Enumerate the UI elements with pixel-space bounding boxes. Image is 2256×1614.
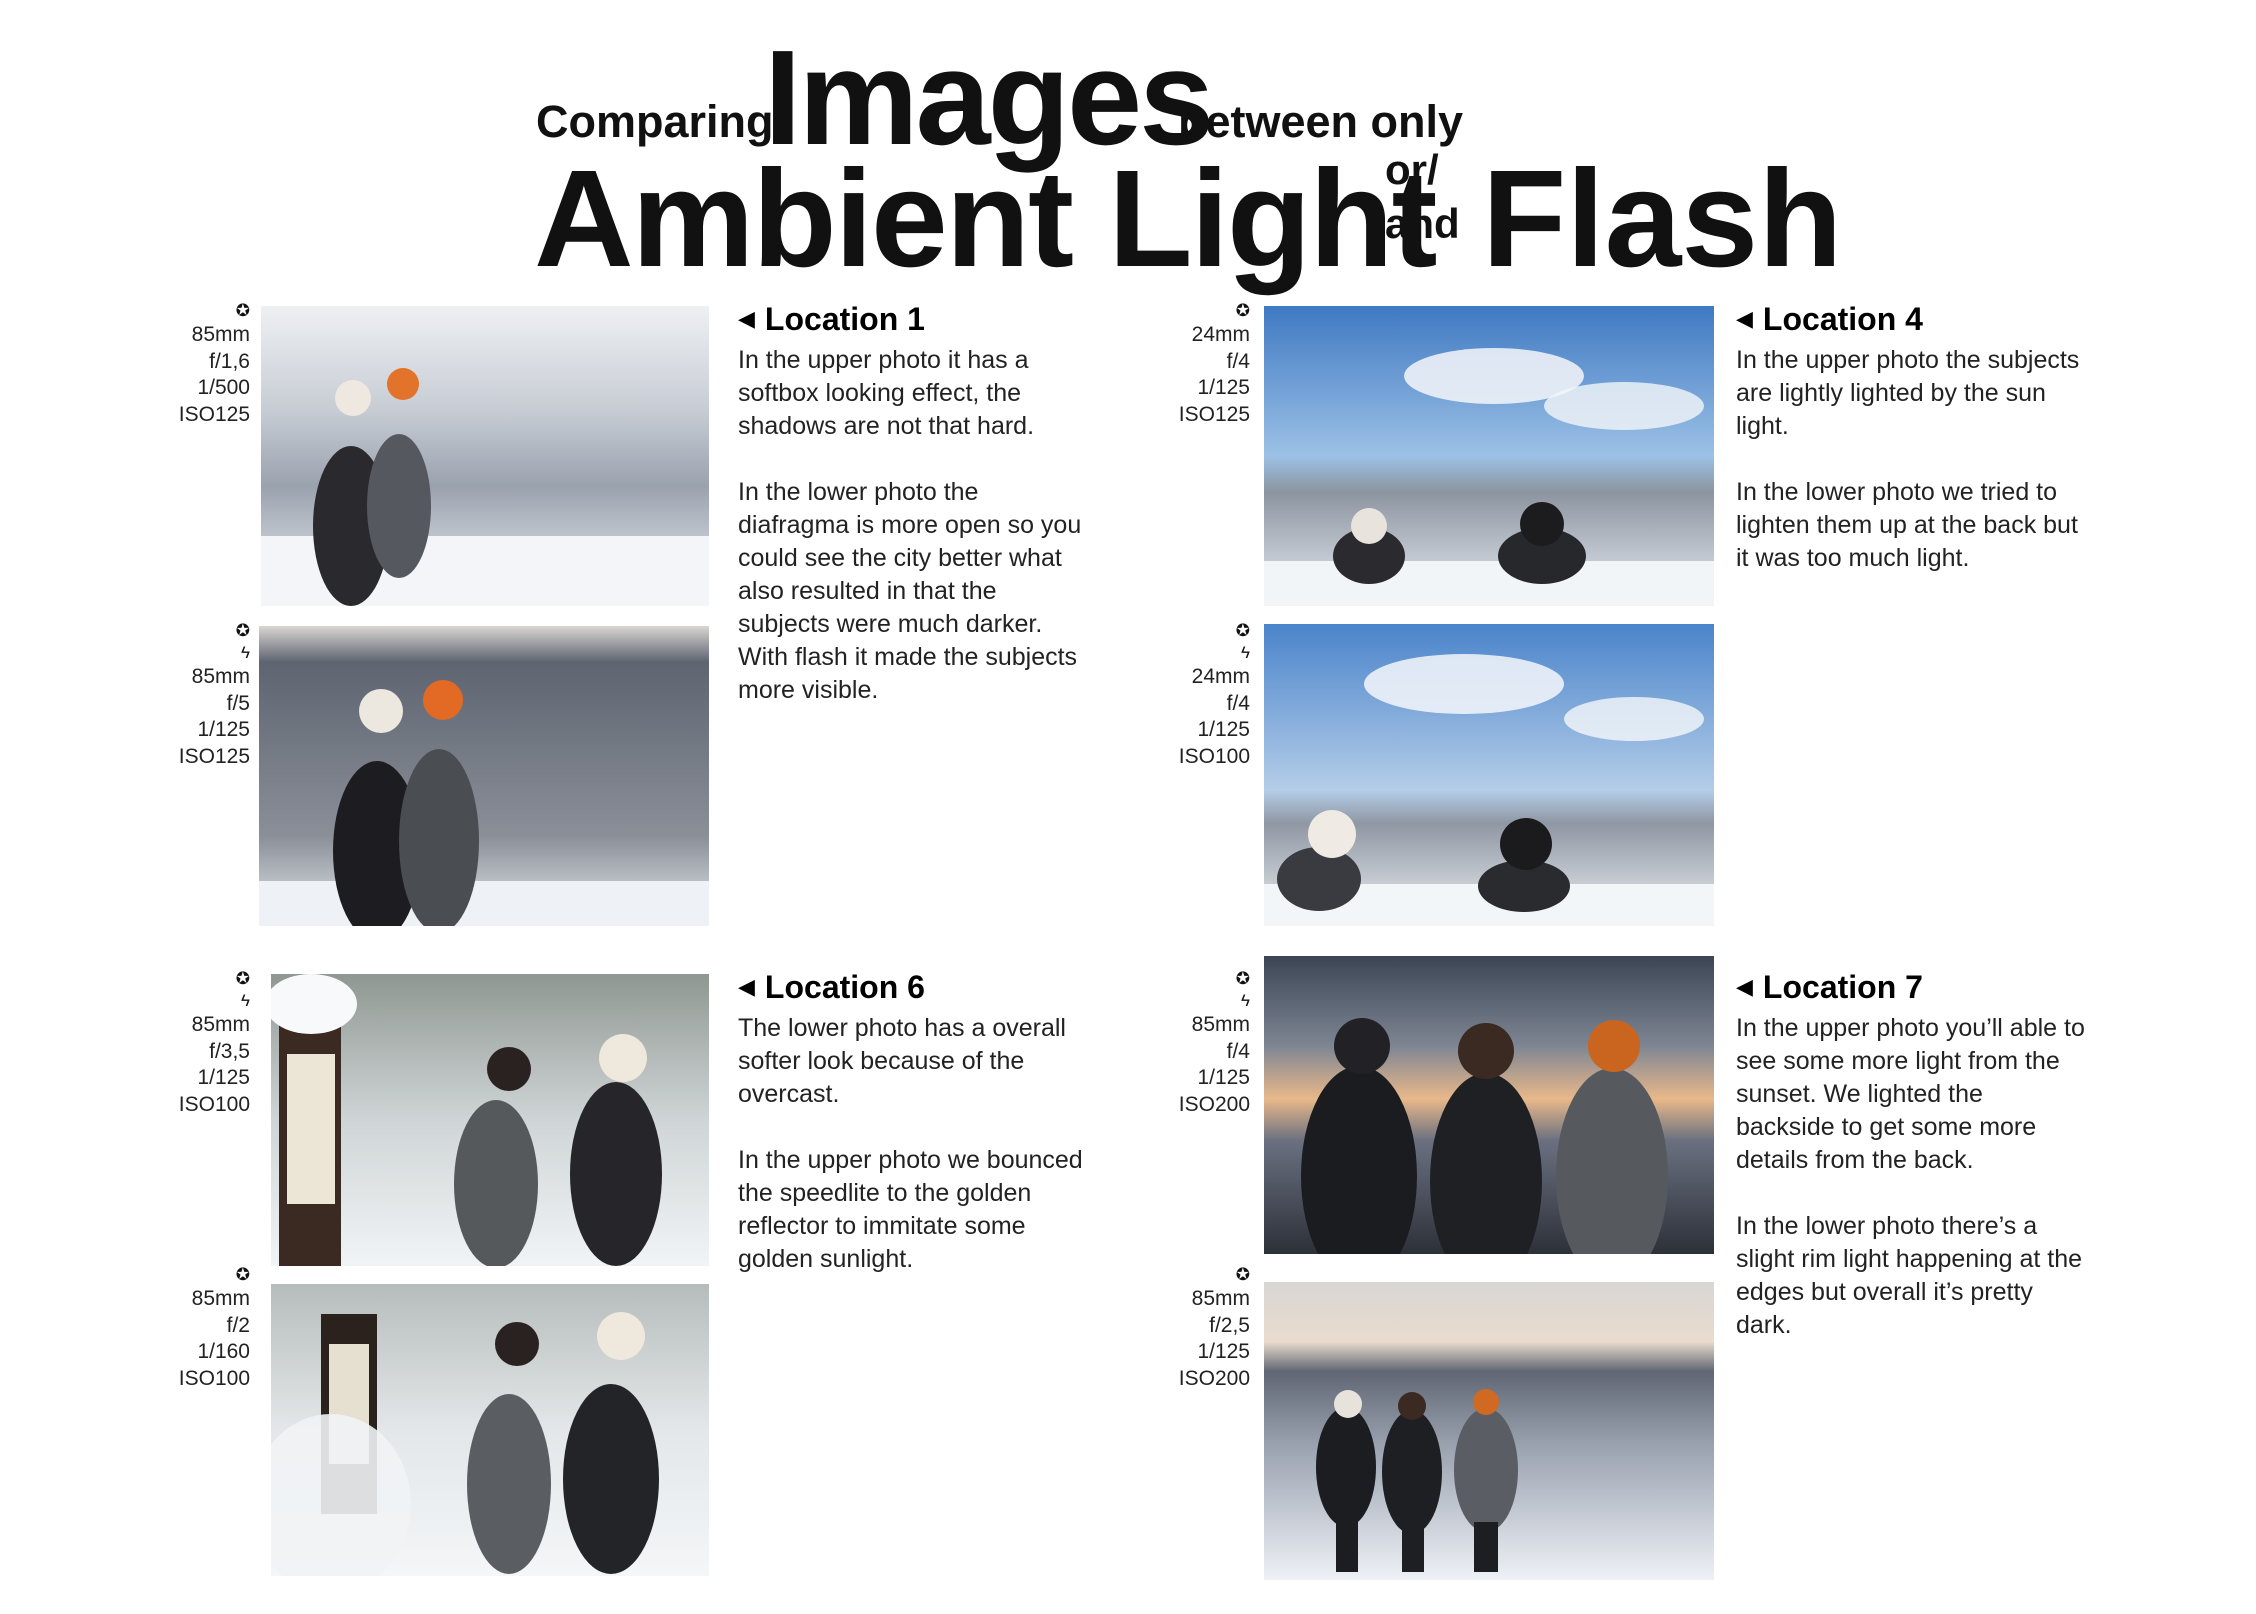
title-flash: Flash — [1482, 142, 1843, 296]
aperture-icon: ✪ — [1235, 969, 1250, 988]
camera-settings-lower: ✪ ϟ 24mm f/4 1/125 ISO100 — [1168, 620, 1250, 770]
shutter-speed: 1/500 — [197, 376, 250, 399]
focal-length: 85mm — [1191, 1287, 1250, 1310]
location-label: Location 1 — [764, 301, 925, 337]
photo-location-1-upper — [261, 306, 709, 606]
triangle-left-icon: ◀ — [738, 306, 755, 331]
title-ambient-light: Ambient Light — [534, 142, 1438, 296]
focal-length: 24mm — [1191, 323, 1250, 346]
description-paragraph: In the lower photo the diafragma is more… — [738, 478, 1082, 704]
shutter-speed: 1/125 — [197, 1066, 250, 1089]
focal-length: 85mm — [191, 323, 250, 346]
iso-value: ISO125 — [1178, 402, 1250, 426]
photo-location-6-lower — [271, 1284, 709, 1576]
title-and: and — [1385, 200, 1460, 247]
camera-settings-upper: ✪ 85mm f/1,6 1/500 ISO125 — [168, 300, 250, 428]
aperture-icon: ✪ — [1235, 621, 1250, 640]
flash-icon: ϟ — [1241, 643, 1250, 662]
location-heading: ◀ Location 6 — [738, 968, 1088, 1010]
iso-value: ISO100 — [178, 1092, 250, 1116]
triangle-left-icon: ◀ — [1736, 306, 1753, 331]
aperture-value: f/3,5 — [209, 1039, 250, 1063]
photo-location-4-upper — [1264, 306, 1714, 606]
photo-location-7-lower — [1264, 1282, 1714, 1580]
description-paragraph: In the lower photo there’s a slight rim … — [1736, 1212, 2083, 1339]
camera-settings-upper: ✪ 24mm f/4 1/125 ISO125 — [1168, 300, 1250, 428]
camera-settings-upper: ✪ ϟ 85mm f/4 1/125 ISO200 — [1168, 968, 1250, 1118]
description-paragraph: In the lower photo we tried to lighten t… — [1736, 478, 2078, 572]
focal-length: 85mm — [191, 1013, 250, 1036]
iso-value: ISO100 — [178, 1366, 250, 1390]
location-heading: ◀ Location 4 — [1736, 300, 2086, 342]
flash-icon: ϟ — [241, 643, 250, 662]
aperture-icon: ✪ — [235, 1265, 250, 1284]
aperture-value: f/5 — [226, 691, 250, 715]
description-paragraph: The lower photo has a overall softer loo… — [738, 1014, 1066, 1108]
triangle-left-icon: ◀ — [1736, 974, 1753, 999]
aperture-value: f/4 — [1226, 691, 1250, 715]
iso-value: ISO200 — [1178, 1366, 1250, 1390]
title-between-only: between only — [1178, 96, 1464, 147]
shutter-speed: 1/125 — [1197, 376, 1250, 399]
location-7-description: ◀ Location 7 In the upper photo you’ll ab… — [1736, 968, 2086, 1375]
description-paragraph: In the upper photo the subjects are ligh… — [1736, 346, 2080, 440]
camera-settings-lower: ✪ 85mm f/2 1/160 ISO100 — [168, 1264, 250, 1392]
location-label: Location 4 — [1762, 301, 1923, 337]
shutter-speed: 1/125 — [1197, 1340, 1250, 1363]
aperture-value: f/1,6 — [209, 349, 250, 373]
iso-value: ISO125 — [178, 402, 250, 426]
title-images: Images — [764, 22, 1214, 173]
photo-location-1-lower — [259, 626, 709, 926]
photo-location-7-upper — [1264, 956, 1714, 1254]
focal-length: 24mm — [1191, 665, 1250, 688]
location-heading: ◀ Location 1 — [738, 300, 1088, 342]
focal-length: 85mm — [191, 665, 250, 688]
description-paragraph: In the upper photo we bounced the speedl… — [738, 1146, 1083, 1273]
shutter-speed: 1/160 — [197, 1340, 250, 1363]
aperture-icon: ✪ — [1235, 1265, 1250, 1284]
description-paragraph: In the upper photo it has a softbox look… — [738, 346, 1035, 440]
aperture-value: f/4 — [1226, 349, 1250, 373]
aperture-icon: ✪ — [1235, 301, 1250, 320]
shutter-speed: 1/125 — [1197, 1066, 1250, 1089]
triangle-left-icon: ◀ — [738, 974, 755, 999]
location-label: Location 6 — [764, 969, 925, 1005]
page-title: Comparing Images between only Ambient Li… — [0, 0, 2256, 296]
description-paragraph: In the upper photo you’ll able to see so… — [1736, 1014, 2085, 1174]
iso-value: ISO100 — [1178, 744, 1250, 768]
shutter-speed: 1/125 — [197, 718, 250, 741]
shutter-speed: 1/125 — [1197, 718, 1250, 741]
location-label: Location 7 — [1762, 969, 1923, 1005]
camera-settings-lower: ✪ ϟ 85mm f/5 1/125 ISO125 — [168, 620, 250, 770]
iso-value: ISO125 — [178, 744, 250, 768]
camera-settings-lower: ✪ 85mm f/2,5 1/125 ISO200 — [1168, 1264, 1250, 1392]
location-6-description: ◀ Location 6 The lower photo has a overal… — [738, 968, 1088, 1309]
location-heading: ◀ Location 7 — [1736, 968, 2086, 1010]
focal-length: 85mm — [191, 1287, 250, 1310]
photo-location-4-lower — [1264, 624, 1714, 926]
flash-icon: ϟ — [241, 991, 250, 1010]
location-1-description: ◀ Location 1 In the upper photo it has a … — [738, 300, 1088, 740]
title-comparing: Comparing — [536, 96, 774, 147]
aperture-value: f/2 — [226, 1313, 250, 1337]
title-or: or/ — [1385, 146, 1439, 193]
photo-location-6-upper — [271, 974, 709, 1266]
aperture-icon: ✪ — [235, 621, 250, 640]
aperture-icon: ✪ — [235, 969, 250, 988]
camera-settings-upper: ✪ ϟ 85mm f/3,5 1/125 ISO100 — [168, 968, 250, 1118]
aperture-icon: ✪ — [235, 301, 250, 320]
iso-value: ISO200 — [1178, 1092, 1250, 1116]
location-4-description: ◀ Location 4 In the upper photo the subje… — [1736, 300, 2086, 608]
focal-length: 85mm — [1191, 1013, 1250, 1036]
aperture-value: f/4 — [1226, 1039, 1250, 1063]
flash-icon: ϟ — [1241, 991, 1250, 1010]
aperture-value: f/2,5 — [1209, 1313, 1250, 1337]
